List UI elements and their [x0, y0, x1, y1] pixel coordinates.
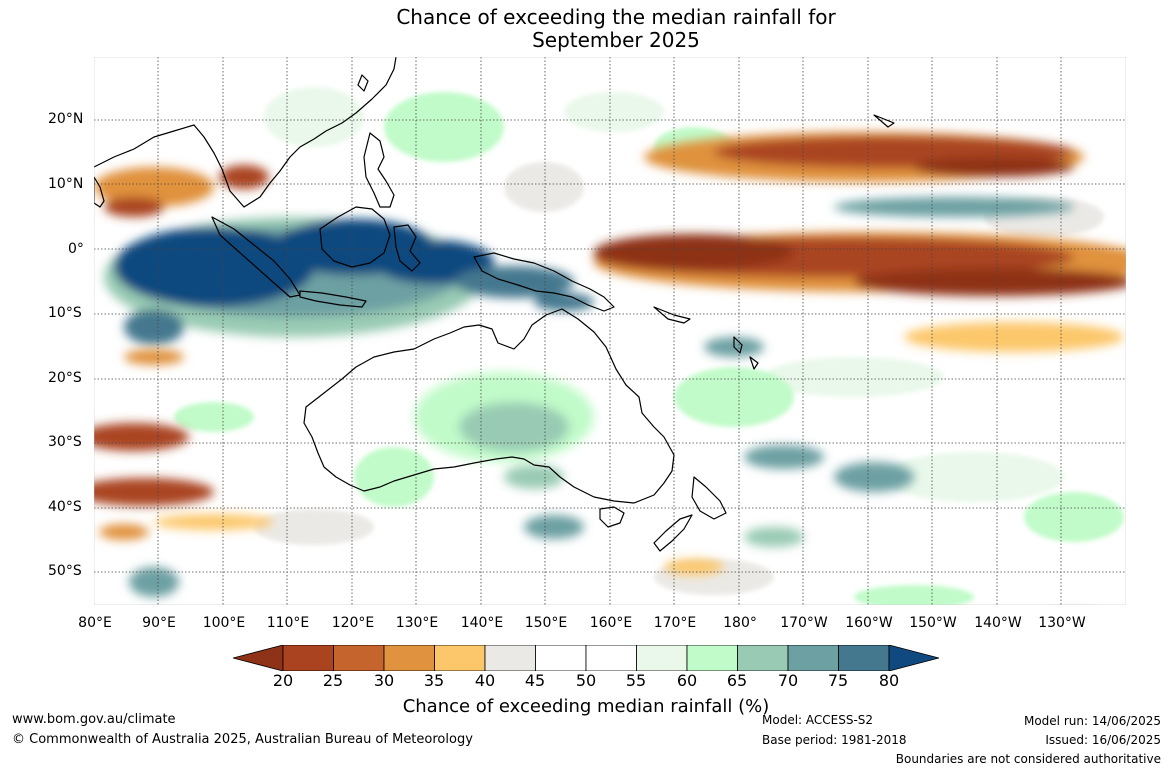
- lon-label-170e: 170°E: [653, 615, 697, 631]
- colorbar-label-45: 45: [524, 671, 546, 690]
- java-coastline: [299, 290, 367, 308]
- issued-date: Issued: 16/06/2025: [1045, 733, 1161, 747]
- colorbar-label-70: 70: [777, 671, 799, 690]
- rainfall-probability-map: [94, 57, 1126, 605]
- se-asia-coastline: [94, 57, 397, 208]
- lon-label-130w: 130°W: [1038, 615, 1086, 631]
- lon-label-90e: 90°E: [142, 615, 176, 631]
- lat-label-20s: 20°S: [48, 370, 82, 386]
- boundaries-disclaimer: Boundaries are not considered authoritat…: [895, 752, 1161, 766]
- borneo-coastline: [319, 206, 391, 268]
- sri-lanka-coastline: [94, 176, 105, 208]
- coastlines: [94, 57, 895, 552]
- colorbar-cell: [838, 645, 890, 671]
- colorbar-label-55: 55: [625, 671, 647, 690]
- lat-label-10n: 10°N: [48, 176, 84, 192]
- lon-label-160e: 160°E: [589, 615, 633, 631]
- lon-label-180: 180°: [723, 615, 757, 631]
- sumatra-coastline: [211, 216, 301, 298]
- colorbar-cell: [737, 645, 789, 671]
- lat-label-30s: 30°S: [48, 434, 82, 450]
- colorbar-label-35: 35: [423, 671, 445, 690]
- background-anomaly-patches: [174, 87, 1124, 605]
- lat-label-20n: 20°N: [48, 111, 84, 127]
- colorbar-label-60: 60: [676, 671, 698, 690]
- lon-label-120e: 120°E: [331, 615, 375, 631]
- colorbar-label-20: 20: [272, 671, 294, 690]
- colorbar-label-40: 40: [474, 671, 496, 690]
- nz-south-island-coastline: [653, 514, 693, 552]
- lon-label-170w: 170°W: [780, 615, 828, 631]
- model-run-date: Model run: 14/06/2025: [1023, 714, 1161, 728]
- lon-label-80e: 80°E: [78, 615, 112, 631]
- colorbar: [233, 645, 939, 671]
- colorbar-cell: [434, 645, 486, 671]
- map-title-line2: September 2025: [532, 28, 700, 52]
- colorbar-cell: [282, 645, 334, 671]
- colorbar-cell: [787, 645, 839, 671]
- pacific-dry-signal: [94, 132, 1126, 575]
- colorbar-cell: [636, 645, 688, 671]
- colorbar-cell: [686, 645, 738, 671]
- map-title-line1: Chance of exceeding the median rainfall …: [396, 5, 836, 29]
- colorbar-title: Chance of exceeding median rainfall (%): [402, 696, 770, 717]
- lon-label-140e: 140°E: [460, 615, 504, 631]
- colorbar-label-75: 75: [827, 671, 849, 690]
- colorbar-extend-high: [888, 645, 939, 671]
- colorbar-label-25: 25: [322, 671, 344, 690]
- colorbar-label-80: 80: [878, 671, 900, 690]
- base-period: Base period: 1981-2018: [762, 733, 907, 747]
- copyright-text: © Commonwealth of Australia 2025, Austra…: [12, 732, 473, 747]
- lon-label-130e: 130°E: [395, 615, 439, 631]
- tasmania-coastline: [599, 506, 625, 528]
- lon-label-150w: 150°W: [909, 615, 957, 631]
- model-name: Model: ACCESS-S2: [762, 713, 874, 727]
- lat-label-50s: 50°S: [48, 563, 82, 579]
- colorbar-cell: [585, 645, 637, 671]
- lat-label-0: 0°: [68, 241, 84, 257]
- lat-label-40s: 40°S: [48, 499, 82, 515]
- new-guinea-coastline: [473, 252, 615, 312]
- colorbar-label-30: 30: [373, 671, 395, 690]
- lat-label-10s: 10°S: [48, 305, 82, 321]
- colorbar-cell: [333, 645, 385, 671]
- lon-label-150e: 150°E: [524, 615, 568, 631]
- philippines-coastline: [363, 132, 395, 208]
- sulawesi-coastline: [393, 224, 421, 272]
- website-link[interactable]: www.bom.gov.au/climate: [12, 712, 176, 727]
- lon-label-160w: 160°W: [845, 615, 893, 631]
- colorbar-cell: [484, 645, 536, 671]
- colorbar-label-65: 65: [726, 671, 748, 690]
- lon-label-140w: 140°W: [974, 615, 1022, 631]
- colorbar-extend-low: [233, 645, 284, 671]
- australia-wet-signal: [414, 372, 594, 489]
- colorbar-label-50: 50: [575, 671, 597, 690]
- colorbar-cell: [535, 645, 587, 671]
- taiwan-coastline: [357, 74, 369, 92]
- lon-label-100e: 100°E: [202, 615, 246, 631]
- lon-label-110e: 110°E: [266, 615, 310, 631]
- graticule: [94, 57, 1126, 605]
- colorbar-cell: [383, 645, 435, 671]
- australia-coastline: [303, 308, 675, 504]
- nz-north-island-coastline: [691, 476, 727, 520]
